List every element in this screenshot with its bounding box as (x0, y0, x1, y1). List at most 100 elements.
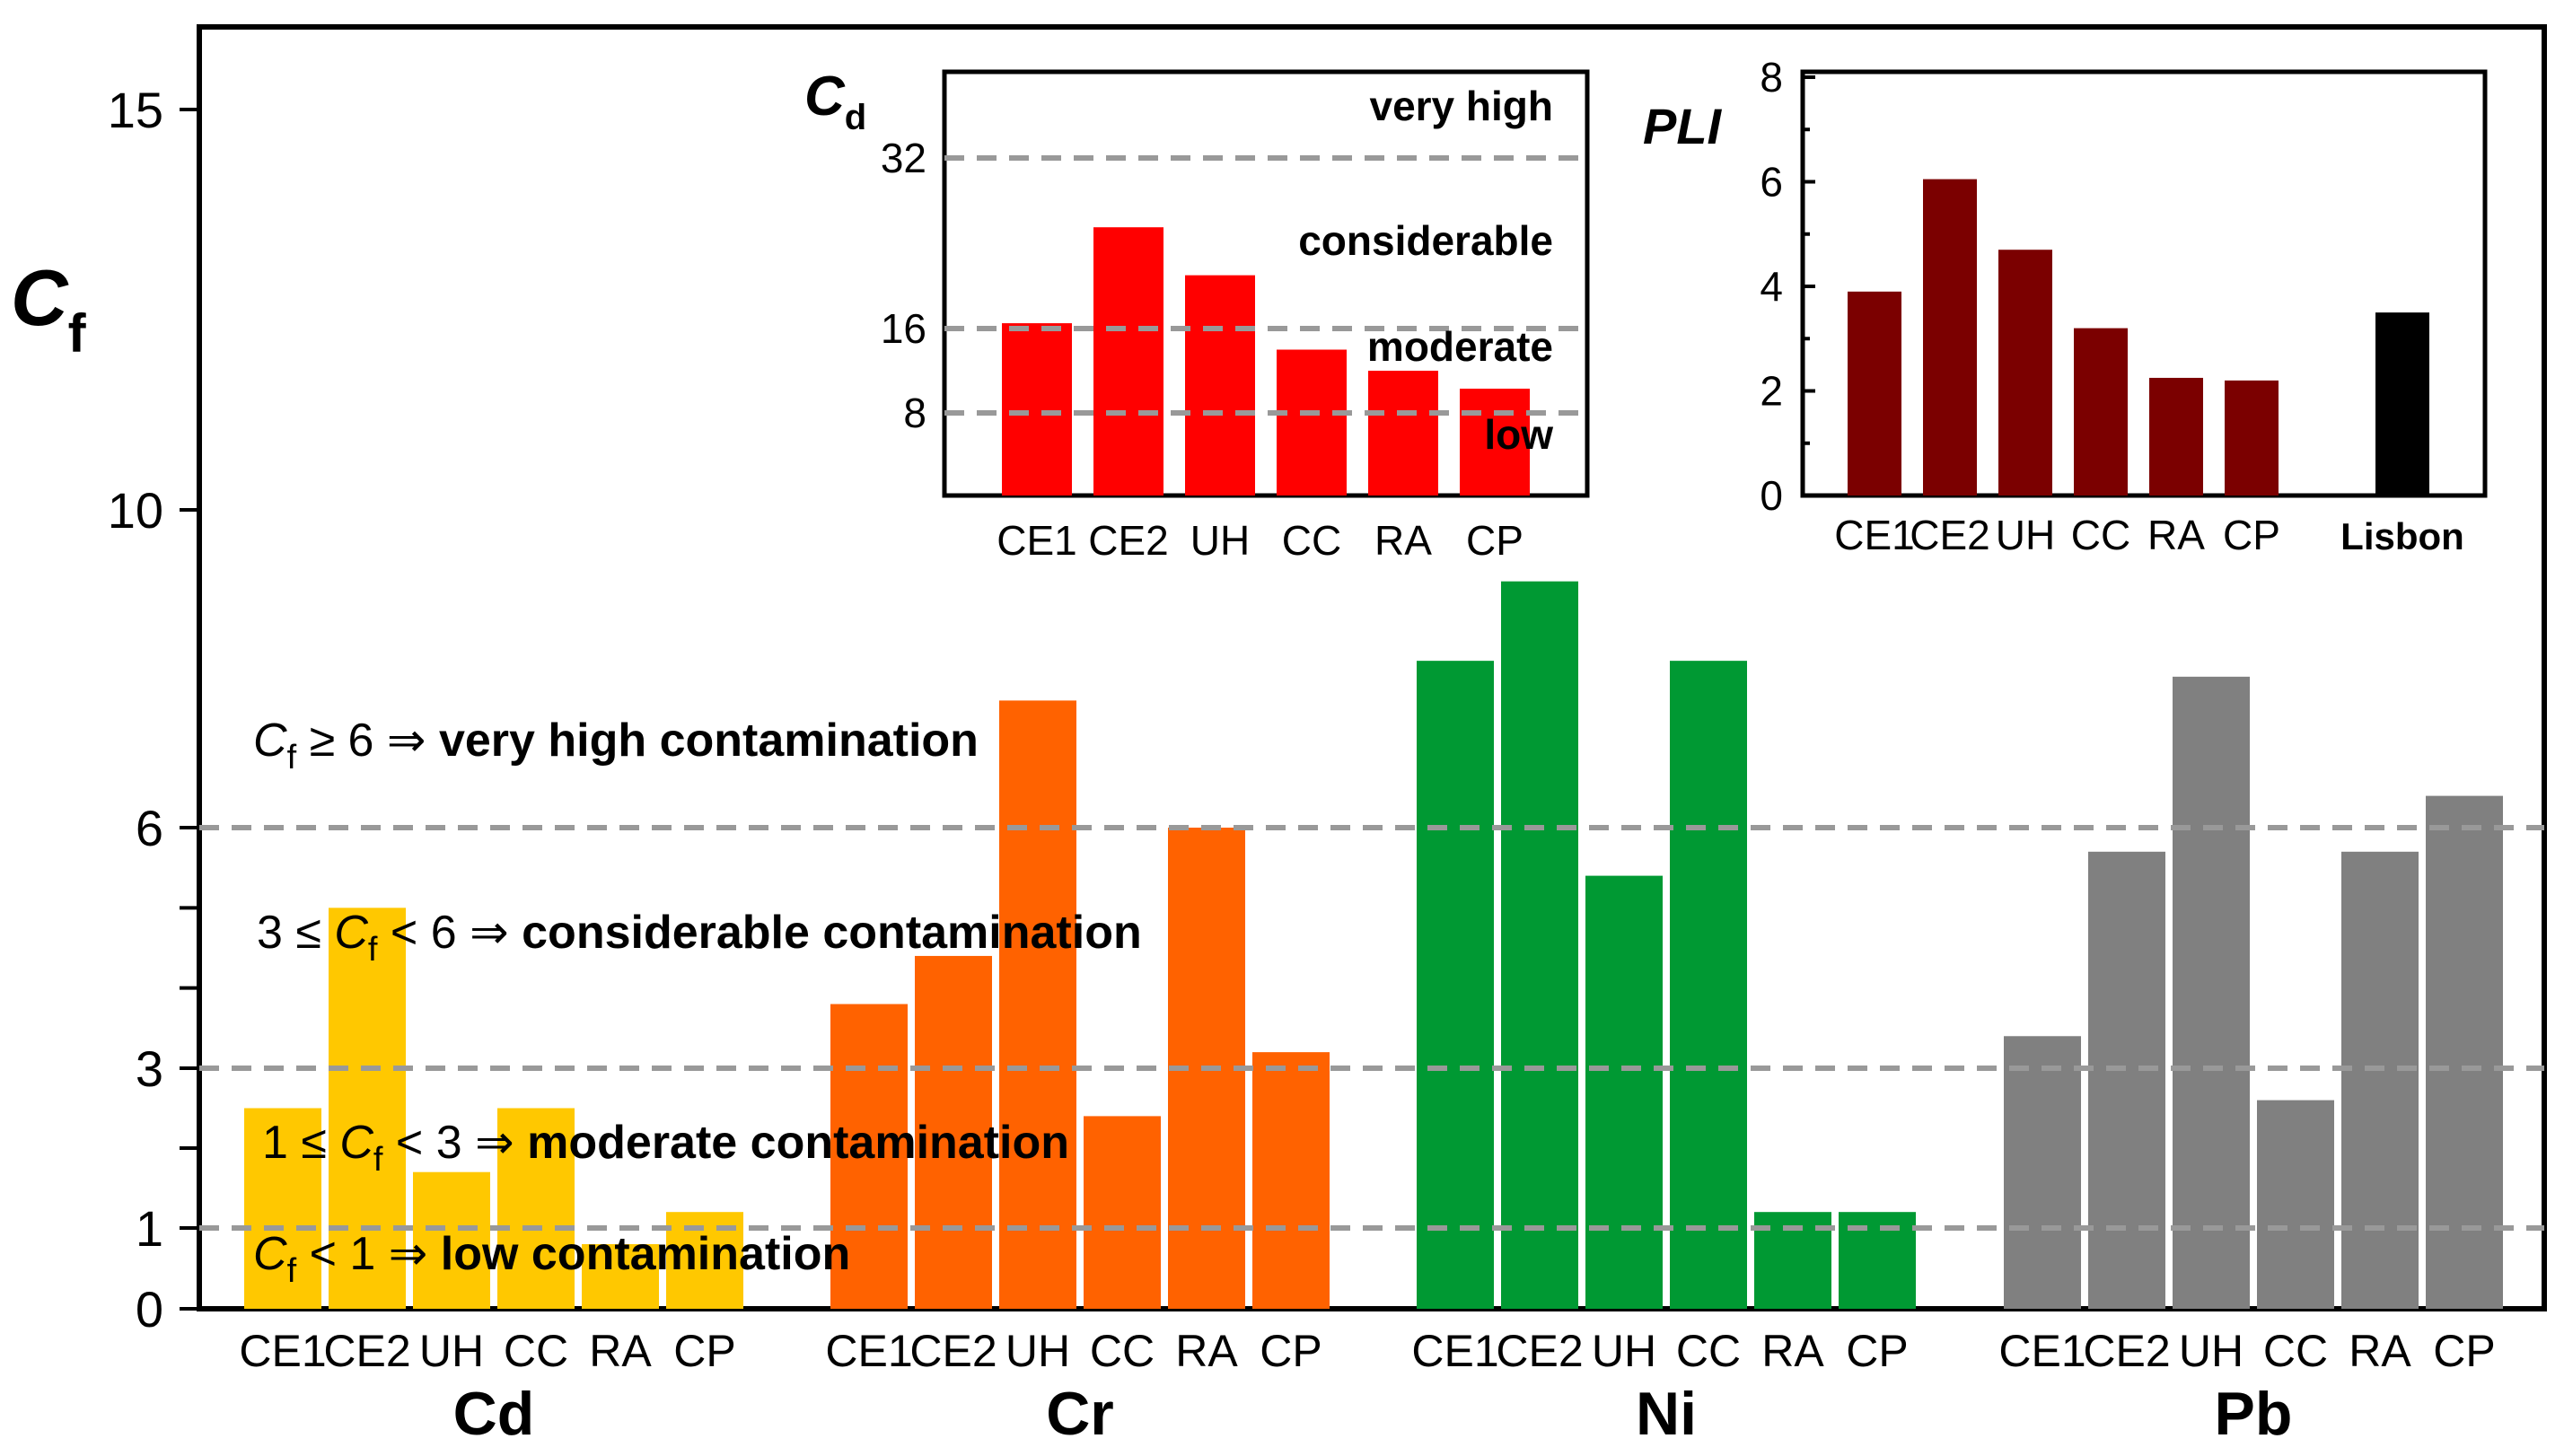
legend-class: very high contamination (439, 715, 979, 767)
bar-Ni-CE1 (1417, 661, 1494, 1309)
legend-lhs-sub: f (373, 1141, 383, 1179)
legend-arrow: ⇒ (375, 1228, 440, 1280)
bar-Cr-UH (999, 700, 1076, 1309)
pli-cat-label-CE2: CE2 (1910, 512, 1989, 558)
legend-lhs-sub: f (287, 739, 297, 776)
bar-Pb-CE1 (2004, 1036, 2081, 1309)
pli-bar-UH (1998, 250, 2052, 496)
cd-cat-label-CE2: CE2 (1088, 517, 1168, 564)
pli-y-tick-label-0: 0 (1760, 472, 1783, 519)
legend-lhs-var: C (253, 1228, 287, 1280)
bar-Cr-CP (1252, 1052, 1330, 1309)
bar-Pb-UH (2173, 676, 2250, 1309)
bar-Cr-CE2 (915, 955, 992, 1309)
cd-y-title-sub: d (845, 98, 866, 137)
cd-class-label-2: moderate (1367, 323, 1553, 370)
cat-label-Pb-CC: CC (2263, 1326, 2328, 1376)
legend-class: considerable contamination (522, 907, 1142, 959)
legend-lhs-post: < 3 (382, 1117, 461, 1169)
group-label-Cr: Cr (1046, 1380, 1114, 1448)
pli-cat-label-CC: CC (2071, 512, 2130, 558)
legend-lhs-sub: f (368, 931, 378, 969)
legend-lhs-sub: f (287, 1252, 297, 1290)
bar-Pb-RA (2341, 851, 2419, 1309)
pli-cat-label-RA: RA (2147, 512, 2205, 558)
cat-label-Cd-CE2: CE2 (323, 1326, 410, 1376)
main-plot-frame (197, 24, 2547, 1311)
cat-label-Pb-RA: RA (2349, 1326, 2411, 1376)
cd-bar-UH (1185, 275, 1255, 496)
legend-lhs-post: < 6 (377, 907, 456, 959)
bar-Pb-CC (2257, 1100, 2334, 1309)
cat-label-Pb-UH: UH (2179, 1326, 2244, 1376)
pli-y-tick-label-6: 6 (1760, 159, 1783, 206)
bar-Pb-CE2 (2088, 851, 2165, 1309)
cd-cat-label-CP: CP (1466, 517, 1523, 564)
cat-label-Cr-CP: CP (1260, 1326, 1322, 1376)
bar-Cr-CC (1084, 1116, 1161, 1309)
cat-label-Ni-CP: CP (1846, 1326, 1908, 1376)
cat-label-Pb-CE1: CE1 (1998, 1326, 2085, 1376)
cd-y-tick-label-16: 16 (881, 305, 926, 352)
legend-lhs-var: C (334, 907, 368, 959)
group-label-Ni: Ni (1636, 1380, 1697, 1448)
cat-label-Ni-CE1: CE1 (1411, 1326, 1498, 1376)
cat-label-Cr-CE2: CE2 (909, 1326, 997, 1376)
cat-label-Ni-UH: UH (1592, 1326, 1656, 1376)
pli-inset-frame (1800, 69, 2488, 498)
cat-label-Cr-UH: UH (1005, 1326, 1070, 1376)
y-axis-title-sub: f (68, 303, 87, 364)
cat-label-Pb-CE2: CE2 (2083, 1326, 2170, 1376)
y-tick-label-1: 1 (136, 1200, 163, 1257)
cat-label-Cr-CC: CC (1090, 1326, 1155, 1376)
cd-bar-CC (1277, 349, 1347, 496)
y-tick-label-15: 15 (108, 82, 163, 138)
bar-Cd-RA (582, 1244, 659, 1309)
legend-entry-2: 1 ≤ Cf < 3 ⇒ moderate contamination (262, 1117, 1069, 1179)
cat-label-Cd-CP: CP (673, 1326, 735, 1376)
legend-entry-0: Cf ≥ 6 ⇒ very high contamination (253, 715, 979, 776)
cd-bar-RA (1368, 371, 1438, 496)
legend-lhs-var: C (253, 715, 287, 767)
cd-y-axis-title: Cd (804, 66, 866, 137)
group-label-Cd: Cd (453, 1380, 535, 1448)
cd-y-tick-label-8: 8 (903, 390, 926, 436)
cd-class-label-0: very high (1369, 83, 1553, 129)
cd-class-label-3: low (1484, 411, 1553, 458)
y-tick-label-6: 6 (136, 800, 163, 856)
legend-arrow: ⇒ (373, 715, 438, 767)
cat-label-Cd-CE1: CE1 (239, 1326, 326, 1376)
legend-entry-3: Cf < 1 ⇒ low contamination (253, 1228, 850, 1290)
bar-Ni-CC (1670, 661, 1747, 1309)
legend-lhs-pre: 3 ≤ (257, 907, 334, 959)
legend-class: moderate contamination (527, 1117, 1069, 1169)
bar-Cd-UH (413, 1171, 490, 1309)
bar-Pb-CP (2426, 795, 2503, 1309)
cd-cat-label-RA: RA (1374, 517, 1432, 564)
y-tick-label-0: 0 (136, 1281, 163, 1338)
cd-cat-label-UH: UH (1190, 517, 1250, 564)
pli-y-tick-label-4: 4 (1760, 263, 1783, 310)
cd-y-title-var: C (804, 66, 846, 127)
cd-class-label-1: considerable (1298, 217, 1553, 264)
cd-bar-CE2 (1093, 227, 1163, 496)
legend-lhs-post: ≥ 6 (296, 715, 373, 767)
pli-bar-CC (2074, 328, 2128, 496)
pli-bar-CP (2225, 380, 2279, 496)
y-tick-label-10: 10 (108, 482, 163, 539)
cat-label-Cd-UH: UH (419, 1326, 484, 1376)
y-tick-label-3: 3 (136, 1040, 163, 1097)
pli-y-tick-label-8: 8 (1760, 54, 1783, 101)
legend-lhs-var: C (339, 1117, 373, 1169)
pli-bar-CE2 (1923, 179, 1977, 496)
cd-y-tick-label-32: 32 (881, 135, 926, 181)
pli-bar-Lisbon (2375, 312, 2429, 496)
cat-label-Cd-RA: RA (589, 1326, 652, 1376)
y-axis-title: Cf (11, 253, 87, 364)
cat-label-Ni-RA: RA (1761, 1326, 1824, 1376)
bar-Ni-UH (1585, 875, 1663, 1309)
cat-label-Cr-CE1: CE1 (825, 1326, 912, 1376)
legend-lhs-post: < 1 (296, 1228, 375, 1280)
